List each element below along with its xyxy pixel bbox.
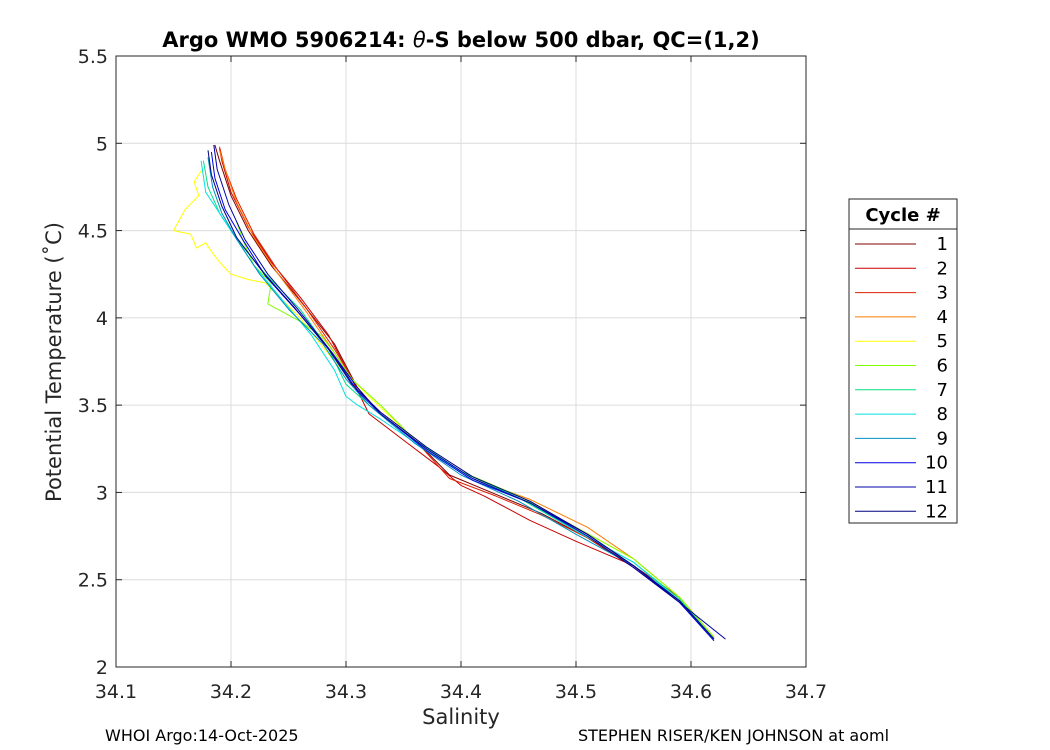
y-tick-label: 4.5 <box>78 221 108 243</box>
legend-label-cycle-7: 7 <box>937 380 948 401</box>
series-line-cycle-1 <box>214 144 715 640</box>
x-tick-label: 34.4 <box>440 681 482 703</box>
x-tick-label: 34.6 <box>670 681 712 703</box>
legend-label-cycle-4: 4 <box>937 307 948 328</box>
legend-box <box>848 198 958 524</box>
grid <box>116 56 806 667</box>
series-line-cycle-6 <box>236 221 715 638</box>
series-line-cycle-8 <box>200 160 715 640</box>
legend-label-cycle-6: 6 <box>937 356 948 377</box>
series-line-cycle-11 <box>213 144 726 640</box>
chart-title: Argo WMO 5906214: θ-S below 500 dbar, QC… <box>162 28 759 52</box>
x-tick-label: 34.7 <box>785 681 827 703</box>
legend-label-cycle-12: 12 <box>925 501 948 522</box>
y-tick-label: 3 <box>96 482 108 504</box>
y-tick-label: 2.5 <box>78 570 108 592</box>
x-axis-label: Salinity <box>422 705 500 729</box>
y-tick-label: 4 <box>96 308 108 330</box>
legend-label-cycle-2: 2 <box>937 258 948 279</box>
legend-label-cycle-8: 8 <box>937 404 948 425</box>
legend-label-cycle-10: 10 <box>925 453 948 474</box>
legend-label-cycle-9: 9 <box>937 428 948 449</box>
series-lines <box>173 144 726 642</box>
x-tick-label: 34.3 <box>325 681 367 703</box>
series-line-cycle-12 <box>207 150 715 640</box>
legend-label-cycle-5: 5 <box>937 331 948 352</box>
series-line-cycle-10 <box>210 151 715 642</box>
legend-label-cycle-11: 11 <box>925 477 948 498</box>
x-tick-label: 34.5 <box>555 681 597 703</box>
x-tick-label: 34.1 <box>95 681 137 703</box>
y-axis-label: Potential Temperature (˚C) <box>42 222 66 502</box>
legend-label-cycle-3: 3 <box>937 283 948 304</box>
series-line-cycle-3 <box>219 146 715 640</box>
y-tick-label: 5.5 <box>78 46 108 68</box>
y-tick-label: 3.5 <box>78 395 108 417</box>
footer-source-date: WHOI Argo:14-Oct-2025 <box>105 726 299 745</box>
y-tick-label: 2 <box>96 657 108 679</box>
tick-labels: 34.1 34.2 34.3 34.4 34.5 34.6 34.7 2 2.5 3 3.5 4 4.5… <box>78 46 827 703</box>
footer-attribution: STEPHEN RISER/KEN JOHNSON at aoml <box>578 726 890 745</box>
series-line-cycle-9 <box>207 157 715 640</box>
legend-label-cycle-1: 1 <box>937 234 948 255</box>
x-tick-label: 34.2 <box>210 681 252 703</box>
series-line-cycle-7 <box>202 160 715 640</box>
y-tick-label: 5 <box>96 133 108 155</box>
legend-title: Cycle # <box>865 205 940 226</box>
